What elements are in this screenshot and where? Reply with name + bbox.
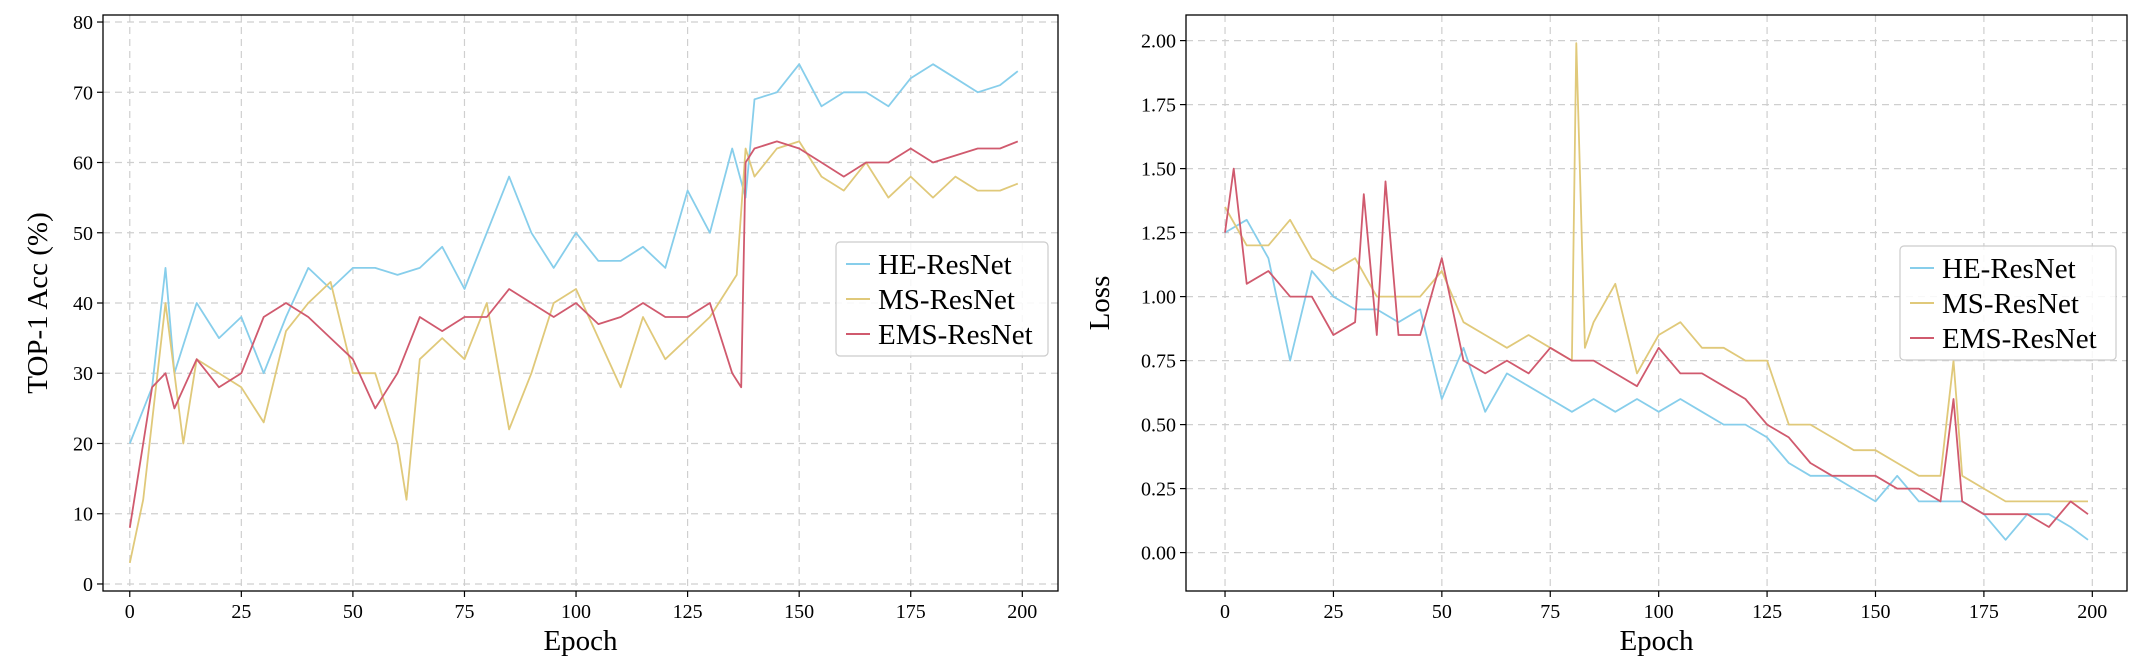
y-tick-label: 1.50 bbox=[1141, 159, 1176, 181]
legend-label: HE-ResNet bbox=[878, 249, 1012, 281]
x-tick-label: 25 bbox=[231, 601, 251, 623]
y-tick-label: 2.00 bbox=[1141, 31, 1176, 53]
x-tick-label: 75 bbox=[1540, 601, 1560, 623]
x-tick-label: 0 bbox=[125, 601, 135, 623]
x-tick-label: 200 bbox=[2077, 601, 2107, 623]
y-tick-label: 0.50 bbox=[1141, 415, 1176, 437]
loss-plot: 0 25 50 75 100 125 150 175 200 0.00 0.25 0.50 0.75 1.… bbox=[1084, 14, 2128, 657]
y-axis-title: Loss bbox=[1084, 276, 1116, 331]
x-tick-label: 150 bbox=[784, 601, 814, 623]
y-tick-label: 1.75 bbox=[1141, 95, 1176, 117]
x-tick-label: 100 bbox=[1644, 601, 1674, 623]
series-line-he-resnet bbox=[128, 63, 1019, 444]
x-tick-label: 125 bbox=[673, 601, 703, 623]
y-tick-label: 40 bbox=[73, 293, 93, 315]
y-tick-label: 80 bbox=[73, 12, 93, 34]
y-tick-label: 0.00 bbox=[1141, 543, 1176, 565]
accuracy-plot: 0 25 50 75 100 125 150 175 200 0 10 20 30 40 50 60 70 80 E… bbox=[22, 12, 1059, 657]
x-tick-label: 100 bbox=[561, 601, 591, 623]
y-tick-label: 0 bbox=[83, 574, 93, 596]
legend-box bbox=[835, 241, 1049, 357]
series-line-he-resnet bbox=[1224, 218, 2089, 541]
y-tick-label: 1.25 bbox=[1141, 223, 1176, 245]
x-axis-title: Epoch bbox=[543, 625, 618, 657]
legend-box bbox=[1899, 245, 2117, 361]
x-tick-label: 175 bbox=[896, 601, 926, 623]
x-tick-label: 50 bbox=[343, 601, 363, 623]
legend-label: MS-ResNet bbox=[1942, 288, 2079, 320]
series-line-ems-resnet bbox=[128, 140, 1019, 528]
plot-frame bbox=[1185, 14, 2128, 592]
legend-label: EMS-ResNet bbox=[1942, 323, 2097, 355]
y-tick-label: 60 bbox=[73, 153, 93, 175]
y-tick-label: 1.00 bbox=[1141, 287, 1176, 309]
legend-label: MS-ResNet bbox=[878, 284, 1015, 316]
series-line-ems-resnet bbox=[1224, 167, 2089, 528]
x-tick-label: 0 bbox=[1220, 601, 1230, 623]
y-tick-label: 0.75 bbox=[1141, 351, 1176, 373]
y-tick-label: 50 bbox=[73, 223, 93, 245]
y-tick-label: 70 bbox=[73, 82, 93, 104]
x-tick-label: 75 bbox=[454, 601, 474, 623]
series-line-ms-resnet bbox=[128, 140, 1019, 564]
y-tick-label: 10 bbox=[73, 504, 93, 526]
x-tick-label: 150 bbox=[1860, 601, 1890, 623]
x-tick-label: 125 bbox=[1752, 601, 1782, 623]
y-axis-title: TOP-1 Acc (%) bbox=[22, 212, 54, 393]
x-tick-label: 200 bbox=[1007, 601, 1037, 623]
x-tick-label: 25 bbox=[1323, 601, 1343, 623]
y-tick-label: 20 bbox=[73, 433, 93, 455]
x-axis-title: Epoch bbox=[1619, 625, 1694, 657]
series-line-ms-resnet bbox=[1224, 42, 2088, 503]
x-tick-label: 175 bbox=[1969, 601, 1999, 623]
legend-label: HE-ResNet bbox=[1942, 253, 2076, 285]
legend-label: EMS-ResNet bbox=[878, 319, 1033, 351]
y-tick-label: 30 bbox=[73, 363, 93, 385]
y-tick-label: 0.25 bbox=[1141, 479, 1176, 501]
x-tick-label: 50 bbox=[1432, 601, 1452, 623]
